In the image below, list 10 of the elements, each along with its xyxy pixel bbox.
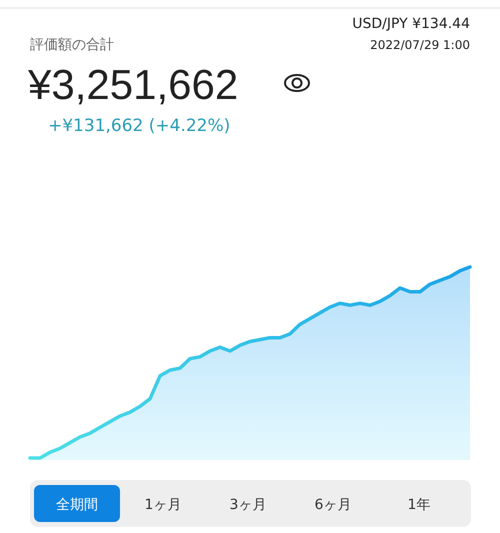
text: 1年 [408, 497, 430, 513]
text: 1ヶ月 [144, 497, 182, 513]
chart-title: 評価額の合計 [30, 37, 114, 53]
chart-subtitle: ¥3,251,662 [27, 61, 238, 108]
text: +¥131,662 (+4.22%) [48, 116, 230, 136]
text: 6ヶ月 [314, 497, 352, 513]
text: USD/JPY ¥134.44 [352, 16, 470, 32]
text: 3ヶ月 [230, 497, 266, 513]
text: 全期間 [56, 497, 98, 513]
text: 2022/07/29 1:00 [370, 38, 470, 52]
